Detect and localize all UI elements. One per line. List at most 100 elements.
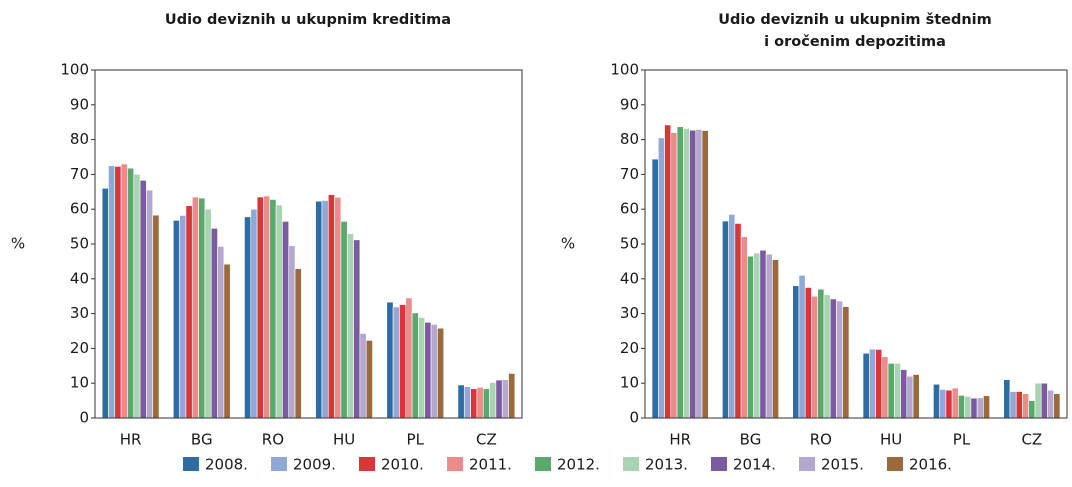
bar — [482, 388, 490, 419]
bar — [983, 395, 990, 419]
bar — [288, 245, 296, 419]
bar — [651, 158, 659, 419]
bar — [172, 220, 180, 419]
x-tick-label: BG — [191, 431, 213, 449]
bar — [501, 379, 509, 419]
bar — [964, 396, 972, 419]
bar — [437, 327, 445, 419]
bar — [695, 129, 703, 419]
bar — [120, 163, 128, 419]
bar — [664, 124, 672, 419]
bar — [772, 259, 779, 419]
bar — [399, 304, 407, 419]
bar — [346, 233, 354, 419]
bar — [804, 287, 812, 419]
bar — [463, 386, 471, 419]
bar — [881, 356, 889, 419]
legend-label: 2013. — [645, 456, 688, 474]
bar — [146, 189, 154, 419]
bar — [798, 275, 806, 419]
bar — [958, 395, 965, 419]
bar — [495, 379, 503, 419]
bar — [327, 194, 335, 419]
y-tick-label: 90 — [70, 95, 89, 113]
bar — [133, 174, 141, 419]
bar — [811, 295, 819, 419]
bar — [1053, 393, 1061, 419]
bar — [405, 297, 413, 419]
bar — [792, 285, 800, 419]
bar — [282, 221, 290, 419]
bar — [701, 130, 709, 419]
bar — [114, 166, 122, 419]
bar — [210, 228, 218, 419]
x-tick-label: PL — [953, 431, 971, 449]
bar — [728, 214, 736, 419]
bar — [470, 388, 478, 419]
bar — [139, 180, 147, 419]
bar — [1022, 393, 1030, 419]
legend-swatch — [799, 457, 815, 471]
bar — [1015, 391, 1023, 419]
x-tick-label: RO — [810, 431, 832, 449]
legend-label: 2009. — [293, 456, 336, 474]
bar — [365, 340, 373, 419]
bar — [740, 236, 748, 419]
bar — [152, 214, 160, 419]
bar — [765, 253, 773, 419]
bar — [1034, 382, 1042, 419]
bar — [424, 321, 432, 419]
bar — [753, 252, 761, 419]
y-tick-label: 100 — [60, 61, 89, 79]
y-tick-label: 80 — [620, 130, 639, 148]
y-tick-label: 100 — [610, 61, 639, 79]
y-tick-label: 0 — [79, 409, 89, 427]
x-tick-label: RO — [262, 431, 284, 449]
bar — [508, 373, 516, 419]
bar — [842, 306, 850, 419]
legend-swatch — [535, 457, 551, 471]
bar — [945, 389, 953, 419]
x-tick-label: BG — [740, 431, 762, 449]
x-tick-label: HU — [880, 431, 902, 449]
bar — [939, 389, 947, 419]
legend-swatch — [711, 457, 727, 471]
legend-swatch — [271, 457, 287, 471]
bar — [670, 132, 678, 419]
x-tick-label: HU — [333, 431, 355, 449]
chart-title: Udio deviznih u ukupnim kreditima — [165, 12, 451, 28]
bar — [340, 221, 348, 419]
bar — [294, 268, 302, 419]
bar — [198, 197, 206, 419]
bar — [359, 333, 367, 419]
bar — [970, 397, 978, 419]
bar — [836, 300, 844, 419]
bar — [829, 298, 837, 419]
bar — [108, 165, 116, 419]
bar — [1003, 379, 1011, 419]
y-tick-label: 40 — [620, 269, 639, 287]
y-tick-label: 60 — [620, 200, 639, 218]
bar — [912, 374, 920, 419]
legend-swatch — [359, 457, 375, 471]
y-tick-label: 30 — [620, 304, 639, 322]
bar — [900, 369, 908, 419]
bar — [976, 397, 984, 419]
y-tick-label: 10 — [70, 374, 89, 392]
bar — [682, 128, 690, 419]
bar — [893, 363, 901, 419]
bar — [353, 239, 361, 419]
bar — [275, 204, 283, 419]
bar — [1040, 382, 1048, 419]
legend-swatch — [183, 457, 199, 471]
bar — [204, 208, 212, 419]
y-axis-label: % — [11, 235, 25, 253]
bar — [868, 348, 876, 419]
bar — [759, 249, 767, 419]
bar — [887, 363, 895, 419]
bar — [489, 382, 497, 419]
bar — [823, 294, 831, 419]
legend-label: 2008. — [205, 456, 248, 474]
bar — [191, 196, 199, 419]
